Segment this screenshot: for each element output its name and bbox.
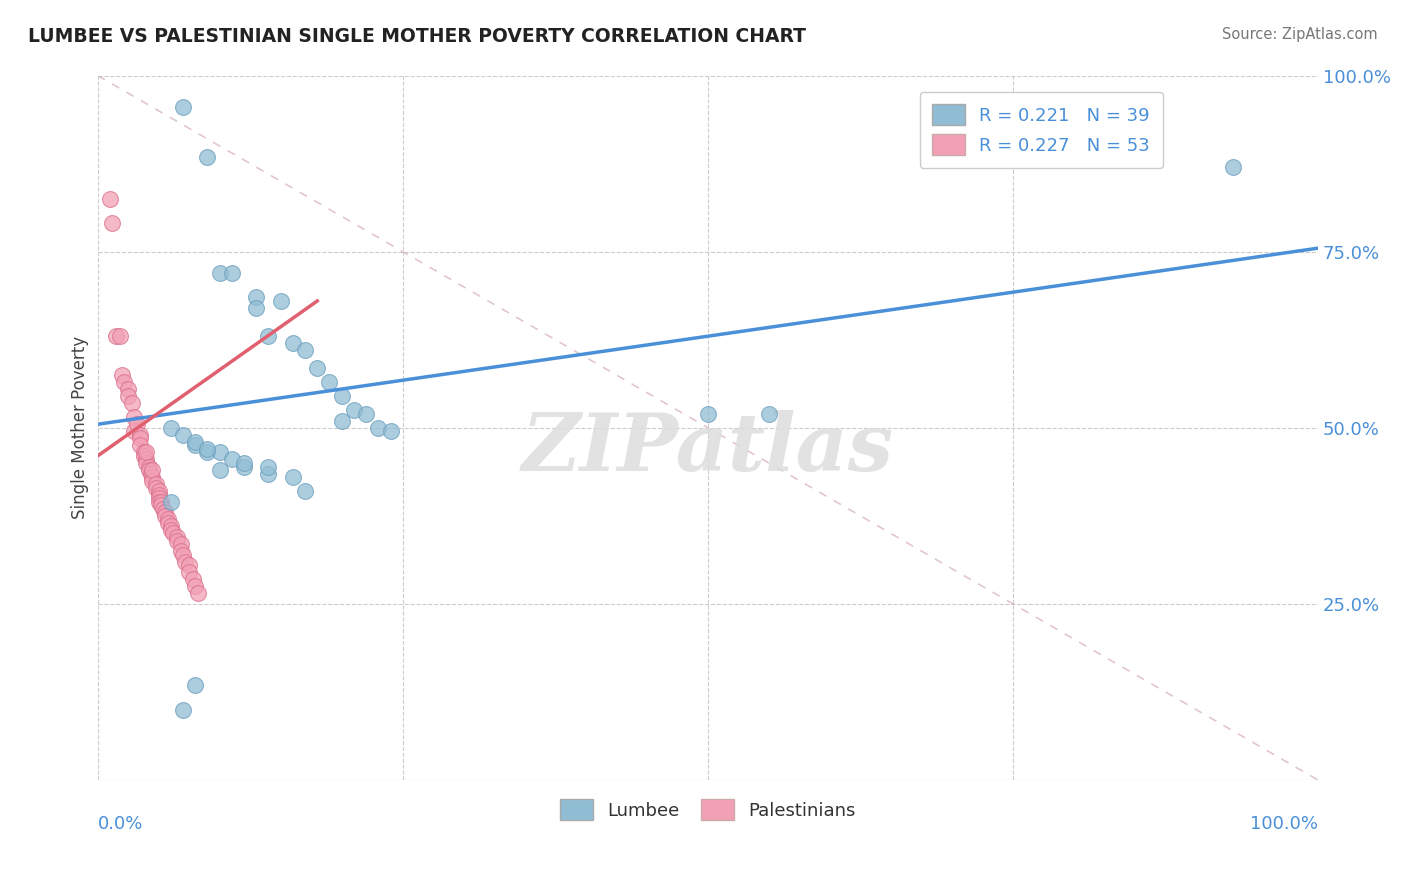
Point bbox=[169, 537, 191, 551]
Point bbox=[129, 431, 152, 445]
Point bbox=[98, 192, 121, 206]
Text: LUMBEE VS PALESTINIAN SINGLE MOTHER POVERTY CORRELATION CHART: LUMBEE VS PALESTINIAN SINGLE MOTHER POVE… bbox=[28, 27, 806, 45]
Point bbox=[197, 445, 219, 459]
Point bbox=[141, 463, 163, 477]
Point bbox=[172, 548, 194, 562]
Point bbox=[281, 336, 304, 351]
Point bbox=[153, 505, 176, 519]
Point bbox=[257, 329, 280, 343]
Point bbox=[138, 459, 160, 474]
Point bbox=[101, 217, 124, 231]
Legend: Lumbee, Palestinians: Lumbee, Palestinians bbox=[553, 792, 863, 828]
Point bbox=[152, 501, 174, 516]
Point bbox=[179, 558, 201, 573]
Point bbox=[159, 421, 181, 435]
Point bbox=[318, 375, 340, 389]
Point bbox=[125, 417, 148, 432]
Point bbox=[117, 382, 139, 396]
Point bbox=[153, 508, 176, 523]
Point bbox=[104, 329, 127, 343]
Point bbox=[307, 360, 329, 375]
Point bbox=[270, 293, 292, 308]
Point bbox=[233, 456, 256, 470]
Point bbox=[343, 403, 366, 417]
Point bbox=[184, 579, 207, 593]
Point bbox=[159, 523, 181, 537]
Point bbox=[330, 414, 353, 428]
Text: 0.0%: 0.0% bbox=[97, 815, 143, 833]
Point bbox=[367, 421, 389, 435]
Point bbox=[221, 266, 243, 280]
Point bbox=[122, 425, 145, 439]
Point bbox=[197, 442, 219, 456]
Point bbox=[148, 484, 170, 499]
Point bbox=[162, 526, 184, 541]
Point bbox=[294, 343, 316, 358]
Text: Source: ZipAtlas.com: Source: ZipAtlas.com bbox=[1222, 27, 1378, 42]
Point bbox=[187, 586, 209, 600]
Point bbox=[145, 481, 167, 495]
Point bbox=[172, 427, 194, 442]
Point bbox=[135, 456, 157, 470]
Point bbox=[184, 438, 207, 452]
Text: ZIPatlas: ZIPatlas bbox=[522, 410, 894, 488]
Point bbox=[159, 519, 181, 533]
Point bbox=[179, 566, 201, 580]
Point bbox=[150, 495, 173, 509]
Point bbox=[257, 459, 280, 474]
Point bbox=[281, 470, 304, 484]
Point bbox=[245, 301, 267, 315]
Point bbox=[354, 407, 377, 421]
Point bbox=[245, 290, 267, 304]
Point bbox=[221, 452, 243, 467]
Point bbox=[208, 463, 231, 477]
Point bbox=[696, 407, 718, 421]
Point bbox=[172, 100, 194, 114]
Point bbox=[159, 495, 181, 509]
Point bbox=[129, 438, 152, 452]
Point bbox=[208, 445, 231, 459]
Point bbox=[169, 544, 191, 558]
Point bbox=[184, 434, 207, 449]
Point bbox=[135, 445, 157, 459]
Point bbox=[132, 449, 155, 463]
Point bbox=[141, 474, 163, 488]
Point bbox=[138, 463, 160, 477]
Point bbox=[184, 678, 207, 692]
Point bbox=[233, 459, 256, 474]
Point bbox=[145, 477, 167, 491]
Text: 100.0%: 100.0% bbox=[1250, 815, 1319, 833]
Point bbox=[132, 445, 155, 459]
Point bbox=[148, 488, 170, 502]
Point bbox=[148, 495, 170, 509]
Point bbox=[1222, 160, 1244, 174]
Point bbox=[197, 149, 219, 163]
Point bbox=[112, 375, 135, 389]
Point bbox=[150, 498, 173, 512]
Point bbox=[257, 467, 280, 481]
Point bbox=[294, 484, 316, 499]
Point bbox=[208, 266, 231, 280]
Point bbox=[129, 427, 152, 442]
Point bbox=[330, 389, 353, 403]
Point bbox=[108, 329, 131, 343]
Point bbox=[148, 491, 170, 506]
Point bbox=[380, 425, 402, 439]
Point bbox=[174, 555, 197, 569]
Point bbox=[111, 368, 134, 382]
Point bbox=[166, 533, 188, 548]
Point bbox=[157, 512, 180, 526]
Point bbox=[166, 530, 188, 544]
Y-axis label: Single Mother Poverty: Single Mother Poverty bbox=[72, 336, 89, 519]
Point bbox=[172, 703, 194, 717]
Point bbox=[141, 470, 163, 484]
Point bbox=[121, 396, 143, 410]
Point bbox=[157, 516, 180, 530]
Point bbox=[122, 410, 145, 425]
Point bbox=[117, 389, 139, 403]
Point bbox=[135, 452, 157, 467]
Point bbox=[141, 467, 163, 481]
Point bbox=[758, 407, 780, 421]
Point bbox=[181, 572, 204, 586]
